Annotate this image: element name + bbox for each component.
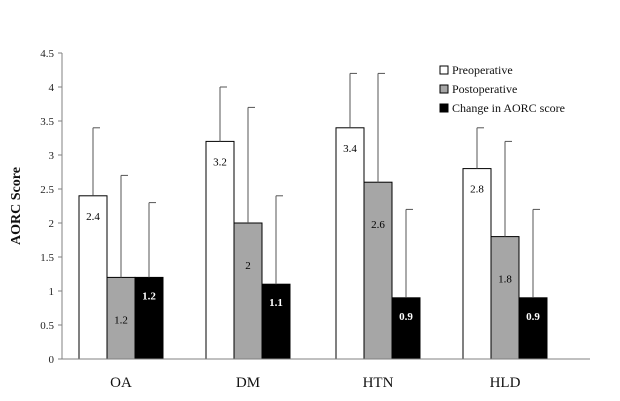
data-label: 2.6 (371, 219, 385, 231)
x-category-label: HLD (490, 375, 521, 391)
data-label: 2.4 (86, 211, 100, 223)
y-tick-label: 3 (49, 150, 55, 162)
legend-label: Preoperative (452, 63, 513, 77)
bar (78, 195, 108, 360)
data-label: 3.4 (343, 143, 357, 155)
y-tick-label: 4.5 (40, 48, 54, 60)
bar (490, 236, 520, 360)
data-labels: 2.4 1.2 1.2 3.2 2 1.1 3.4 2.6 0.9 2.8 1.8 0.9 (86, 143, 540, 327)
data-label: 0.9 (526, 311, 540, 323)
bar (233, 222, 263, 360)
data-label: 1.8 (498, 274, 512, 286)
data-label: 1.2 (142, 290, 156, 302)
legend-label: Postoperative (452, 82, 517, 96)
data-label: 2.8 (470, 184, 484, 196)
y-tick-label: 0.5 (40, 320, 54, 332)
data-label: 3.2 (213, 156, 227, 168)
data-label: 0.9 (399, 311, 413, 323)
x-category-label: DM (236, 375, 260, 391)
y-tick-label: 1 (49, 286, 55, 298)
y-axis-title: AORC Score (9, 167, 24, 245)
y-tick-label: 1.5 (40, 252, 54, 264)
bar (205, 140, 235, 360)
legend-swatch (439, 65, 449, 75)
y-tick-label: 2.5 (40, 184, 54, 196)
y-tick-label: 0 (49, 354, 55, 366)
x-category-label: OA (110, 375, 132, 391)
bar (462, 168, 492, 360)
y-tick-label: 3.5 (40, 116, 54, 128)
bars (78, 127, 548, 360)
y-axis: 0 0.5 1 1.5 2 2.5 3 3.5 4 4.5 AORC Score (9, 48, 63, 366)
y-tick-label: 4 (49, 82, 55, 94)
bar (363, 181, 393, 360)
data-label: 2 (245, 260, 251, 272)
legend-swatch (439, 103, 449, 113)
bar (261, 283, 291, 360)
legend-label: Change in AORC score (452, 101, 565, 115)
bar (518, 297, 548, 360)
data-label: 1.1 (269, 297, 283, 309)
bar (391, 297, 421, 360)
x-category-label: HTN (363, 375, 394, 391)
y-tick-label: 2 (49, 218, 55, 230)
data-label: 1.2 (114, 314, 128, 326)
bar (134, 276, 164, 360)
bar (335, 127, 365, 360)
legend: Preoperative Postoperative Change in AORC … (439, 63, 565, 115)
x-axis: OA DM HTN HLD (62, 358, 590, 391)
bar (106, 276, 136, 360)
error-bars (92, 72, 540, 298)
legend-swatch (439, 84, 449, 94)
